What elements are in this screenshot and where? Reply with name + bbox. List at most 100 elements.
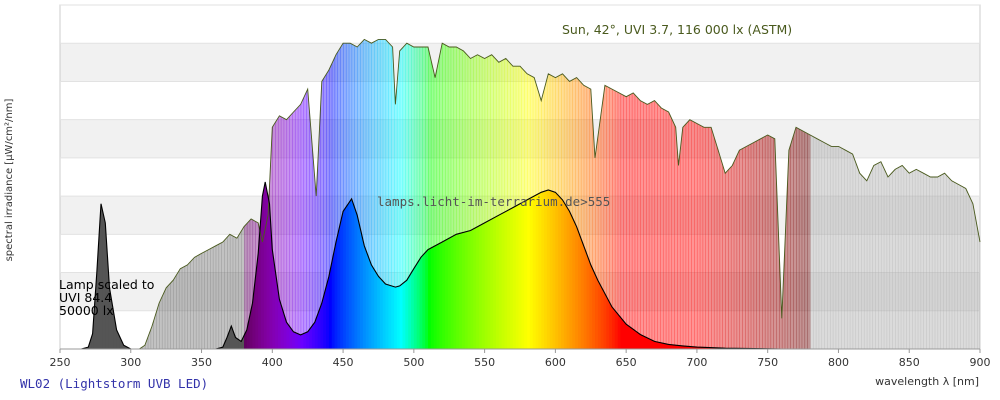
spectrum-strip — [934, 39, 939, 349]
spectrum-line — [139, 38, 981, 350]
spectrum-strip — [394, 39, 398, 349]
spectrum-strip — [272, 39, 276, 349]
spectrum-strip — [408, 39, 412, 349]
spectrum-strip — [343, 39, 347, 349]
spectrum-strip — [280, 39, 285, 349]
spectrum-strip — [677, 39, 681, 349]
spectrum-strip — [515, 182, 520, 349]
spectrum-strip — [580, 39, 585, 349]
spectrum-strip — [722, 39, 726, 349]
spectrum-strip — [527, 182, 531, 349]
source-annotation: lamps.licht-im-terrarium.de>555 — [377, 194, 610, 209]
spectrum-strip — [869, 39, 874, 349]
spectrum-strip — [478, 39, 483, 349]
spectrum-strip — [317, 39, 322, 349]
spectrum-strip — [657, 39, 661, 349]
spectrum-strip — [439, 39, 443, 349]
spectrum-strip — [810, 39, 814, 349]
spectrum-strip — [368, 39, 372, 349]
spectrum-strip — [614, 39, 619, 349]
spectrum-strip — [931, 39, 936, 349]
spectrum-strip — [411, 39, 415, 349]
spectrum-strip — [433, 39, 438, 349]
spectrum-strip — [827, 39, 831, 349]
spectrum-strip — [699, 39, 704, 349]
spectrum-strip — [634, 39, 639, 349]
spectrum-strip — [354, 39, 358, 349]
spectrum-strip — [518, 39, 523, 349]
spectrum-strip — [334, 182, 339, 349]
spectrum-strip — [512, 39, 517, 349]
spectrum-strip — [292, 39, 296, 349]
spectrum-strip — [507, 182, 511, 349]
spectrum-strip — [490, 39, 494, 349]
spectrum-strip — [566, 39, 571, 349]
spectrum-strip — [575, 39, 579, 349]
x-tick-label: 700 — [686, 356, 707, 369]
spectrum-strip — [558, 39, 562, 349]
spectrum-strip — [422, 182, 426, 349]
spectrum-strip — [334, 39, 339, 349]
spectrum-strip — [357, 182, 361, 349]
spectrum-strip — [696, 39, 701, 349]
spectrum-strip — [929, 39, 933, 349]
spectrum-strip — [476, 182, 480, 349]
spectrum-strip — [852, 39, 857, 349]
spectrum-strip — [815, 39, 820, 349]
spectrum-strip — [436, 182, 440, 349]
spectrum-strip — [824, 39, 828, 349]
x-tick-label: 550 — [474, 356, 495, 369]
spectrum-strip — [495, 182, 500, 349]
spectrum-strip — [863, 39, 868, 349]
spectrum-strip — [555, 182, 559, 349]
spectrum-strip — [705, 39, 709, 349]
spectrum-strip — [385, 39, 389, 349]
spectrum-strip — [620, 39, 624, 349]
spectrum-strip — [501, 182, 506, 349]
spectrum-strip — [379, 39, 384, 349]
grid-band — [60, 119, 980, 158]
spectrum-strip — [674, 39, 678, 349]
spectrum-strip — [563, 39, 568, 349]
spectrum-strip — [442, 39, 446, 349]
spectrum-strip — [96, 182, 101, 349]
spectrum-strip — [861, 39, 865, 349]
spectrum-strip — [682, 39, 687, 349]
spectrum-strip — [926, 39, 930, 349]
spectrum-strip — [583, 39, 588, 349]
spectrum-strip — [504, 39, 508, 349]
spectrum-strip — [484, 182, 489, 349]
spectrum-strip — [343, 182, 347, 349]
spectrum-strip — [846, 39, 851, 349]
spectrum-strip — [756, 39, 760, 349]
spectrum-strip — [580, 182, 585, 349]
spectrum-strip — [464, 39, 469, 349]
spectrum-strip — [337, 39, 341, 349]
spectrum-strip — [883, 39, 888, 349]
spectrum-strip — [736, 39, 740, 349]
spectrum-strip — [382, 39, 387, 349]
spectrum-strip — [481, 39, 486, 349]
spectrum-strip — [566, 182, 571, 349]
spectrum-strip — [716, 39, 721, 349]
spectrum-strip — [467, 39, 472, 349]
spectrum-strip — [464, 182, 469, 349]
spectrum-strip — [510, 39, 514, 349]
spectrum-strip — [895, 39, 899, 349]
spectrum-strip — [753, 39, 757, 349]
spectrum-strip — [595, 39, 599, 349]
spectrum-strip — [835, 39, 840, 349]
spectrum-strip — [478, 182, 483, 349]
spectrum-strip — [371, 39, 375, 349]
spectrum-strip — [917, 39, 922, 349]
spectrum-strip — [787, 39, 791, 349]
spectrum-strip — [790, 39, 794, 349]
spectrum-strip — [858, 39, 862, 349]
spectrum-strip — [578, 39, 582, 349]
spectrum-strip — [796, 39, 800, 349]
spectrum-strip — [546, 182, 551, 349]
spectrum-strip — [498, 182, 503, 349]
spectrum-strip — [501, 39, 506, 349]
spectrum-strip — [518, 182, 523, 349]
spectrum-strip — [812, 39, 817, 349]
